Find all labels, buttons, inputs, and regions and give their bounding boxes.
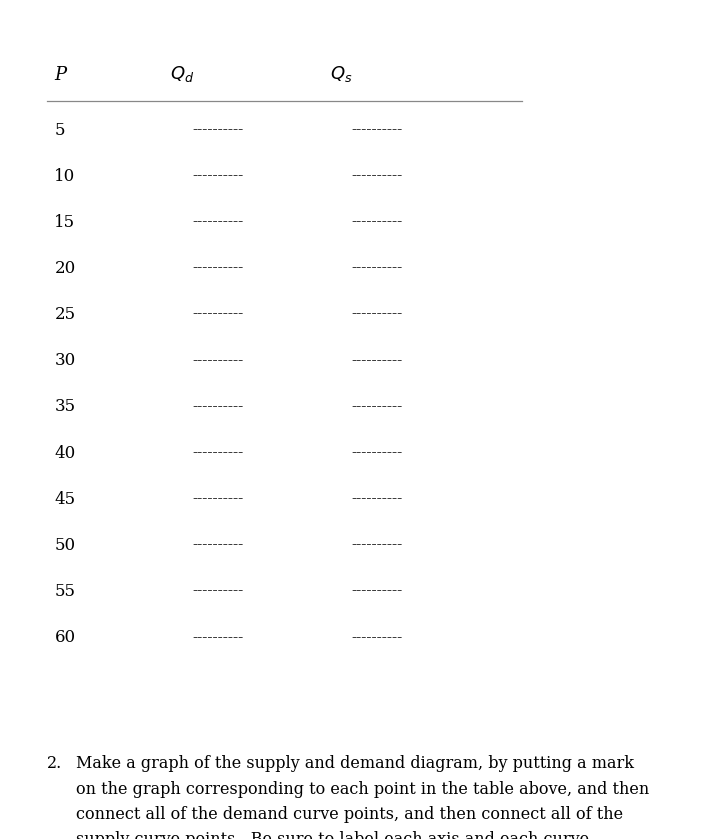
- Text: 60: 60: [54, 629, 75, 646]
- Text: ----------: ----------: [192, 308, 244, 321]
- Text: ----------: ----------: [352, 262, 403, 275]
- Text: $Q_s$: $Q_s$: [330, 64, 352, 84]
- Text: ----------: ----------: [352, 446, 403, 460]
- Text: 45: 45: [54, 491, 75, 508]
- Text: ----------: ----------: [192, 492, 244, 506]
- Text: 25: 25: [54, 306, 75, 323]
- Text: ----------: ----------: [352, 492, 403, 506]
- Text: ----------: ----------: [192, 123, 244, 137]
- Text: ----------: ----------: [352, 308, 403, 321]
- Text: 20: 20: [54, 260, 75, 277]
- Text: 15: 15: [54, 214, 75, 231]
- Text: ----------: ----------: [192, 169, 244, 183]
- Text: 40: 40: [54, 445, 75, 461]
- Text: 55: 55: [54, 583, 75, 600]
- Text: ----------: ----------: [192, 539, 244, 552]
- Text: ----------: ----------: [352, 354, 403, 367]
- Text: ----------: ----------: [192, 631, 244, 644]
- Text: $Q_d$: $Q_d$: [170, 64, 194, 84]
- Text: ----------: ----------: [352, 216, 403, 229]
- Text: 2.: 2.: [47, 755, 62, 772]
- Text: ----------: ----------: [352, 631, 403, 644]
- Text: 10: 10: [54, 168, 75, 185]
- Text: Make a graph of the supply and demand diagram, by putting a mark
on the graph co: Make a graph of the supply and demand di…: [76, 755, 650, 839]
- Text: ----------: ----------: [352, 123, 403, 137]
- Text: ----------: ----------: [192, 585, 244, 598]
- Text: 50: 50: [54, 537, 75, 554]
- Text: 35: 35: [54, 399, 75, 415]
- Text: ----------: ----------: [192, 446, 244, 460]
- Text: ----------: ----------: [192, 216, 244, 229]
- Text: ----------: ----------: [352, 169, 403, 183]
- Text: ----------: ----------: [192, 262, 244, 275]
- Text: P: P: [54, 66, 67, 84]
- Text: 30: 30: [54, 352, 75, 369]
- Text: ----------: ----------: [352, 539, 403, 552]
- Text: ----------: ----------: [192, 400, 244, 414]
- Text: ----------: ----------: [352, 400, 403, 414]
- Text: ----------: ----------: [352, 585, 403, 598]
- Text: ----------: ----------: [192, 354, 244, 367]
- Text: 5: 5: [54, 122, 65, 138]
